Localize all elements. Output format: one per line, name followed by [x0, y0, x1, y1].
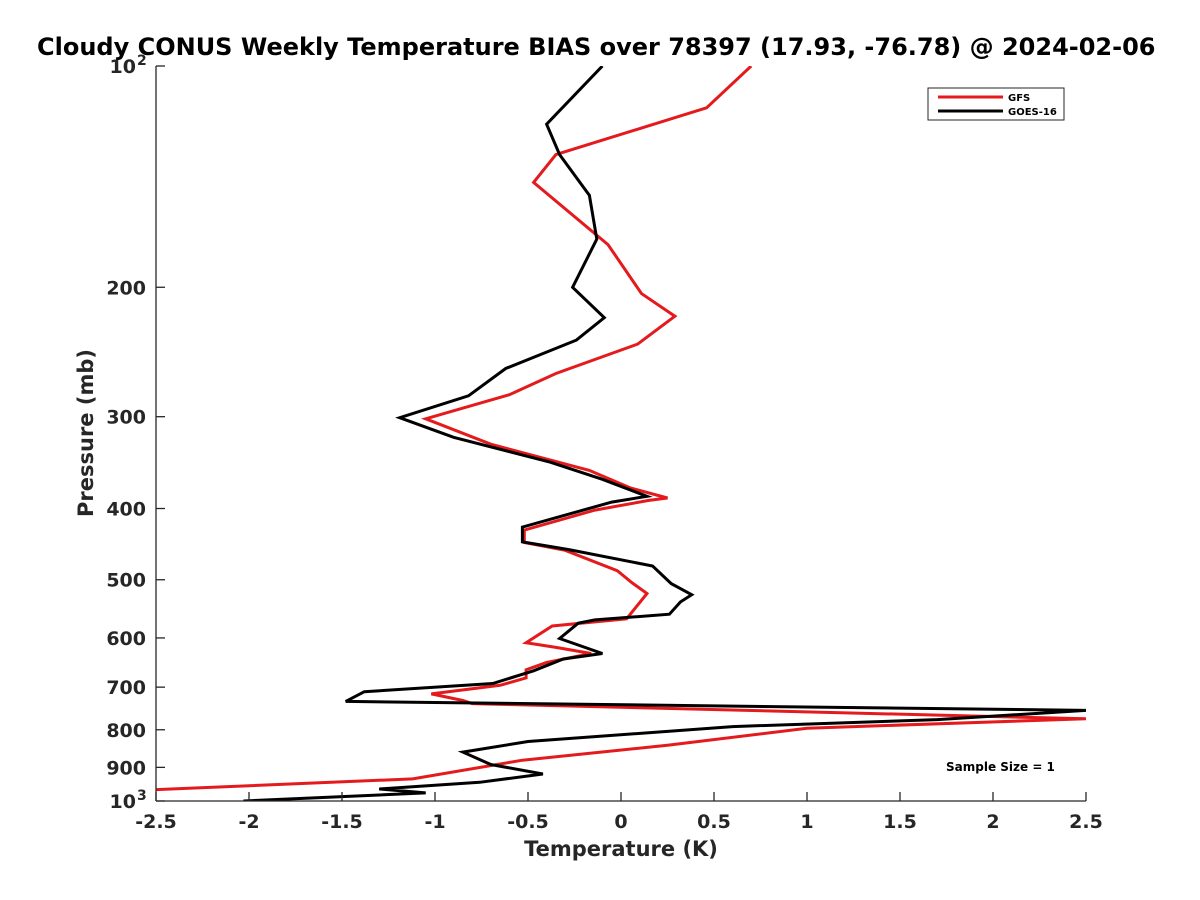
- x-tick-label: -1.5: [321, 811, 363, 833]
- x-tick-label: 1.5: [883, 811, 917, 833]
- x-tick-label: 2: [986, 811, 999, 833]
- y-tick-label: 700: [106, 677, 146, 699]
- y-axis-label: Pressure (mb): [74, 349, 98, 517]
- y-tick-label: 10: [110, 791, 136, 813]
- series-line-goes16: [243, 66, 1086, 801]
- series-line-gfs: [156, 66, 1086, 792]
- x-tick-label: -2.5: [135, 811, 177, 833]
- legend: GFS GOES-16: [927, 87, 1065, 121]
- chart-title: Cloudy CONUS Weekly Temperature BIAS ove…: [37, 33, 1155, 61]
- y-tick-label: 300: [106, 407, 146, 429]
- y-tick-label: 10: [110, 56, 136, 78]
- series-layer: [156, 66, 1086, 801]
- x-tick-label: -2: [238, 811, 259, 833]
- sample-size-annotation: Sample Size = 1: [946, 760, 1055, 774]
- y-tick-exponent: 3: [137, 788, 147, 804]
- x-axis-ticks: -2.5 -2 -1.5 -1 -0.5 0 0.5 1 1.5 2 2.5: [135, 792, 1103, 833]
- x-tick-label: 0.5: [697, 811, 731, 833]
- y-tick-label: 400: [106, 499, 146, 521]
- plot-axes: [155, 66, 1086, 802]
- x-tick-label: 1: [800, 811, 813, 833]
- legend-box: [927, 87, 1065, 121]
- y-tick-label: 500: [106, 570, 146, 592]
- x-tick-label: -0.5: [507, 811, 549, 833]
- y-tick-label: 600: [106, 628, 146, 650]
- y-tick-label: 800: [106, 720, 146, 742]
- y-tick-label: 200: [106, 277, 146, 299]
- x-tick-label: -1: [424, 811, 445, 833]
- legend-label-goes16: GOES-16: [1008, 107, 1057, 118]
- y-tick-label: 900: [106, 757, 146, 779]
- legend-label-gfs: GFS: [1008, 93, 1030, 104]
- y-tick-exponent: 2: [137, 53, 147, 69]
- x-tick-label: 2.5: [1069, 811, 1103, 833]
- x-axis-label: Temperature (K): [524, 837, 718, 861]
- x-tick-label: 0: [614, 811, 627, 833]
